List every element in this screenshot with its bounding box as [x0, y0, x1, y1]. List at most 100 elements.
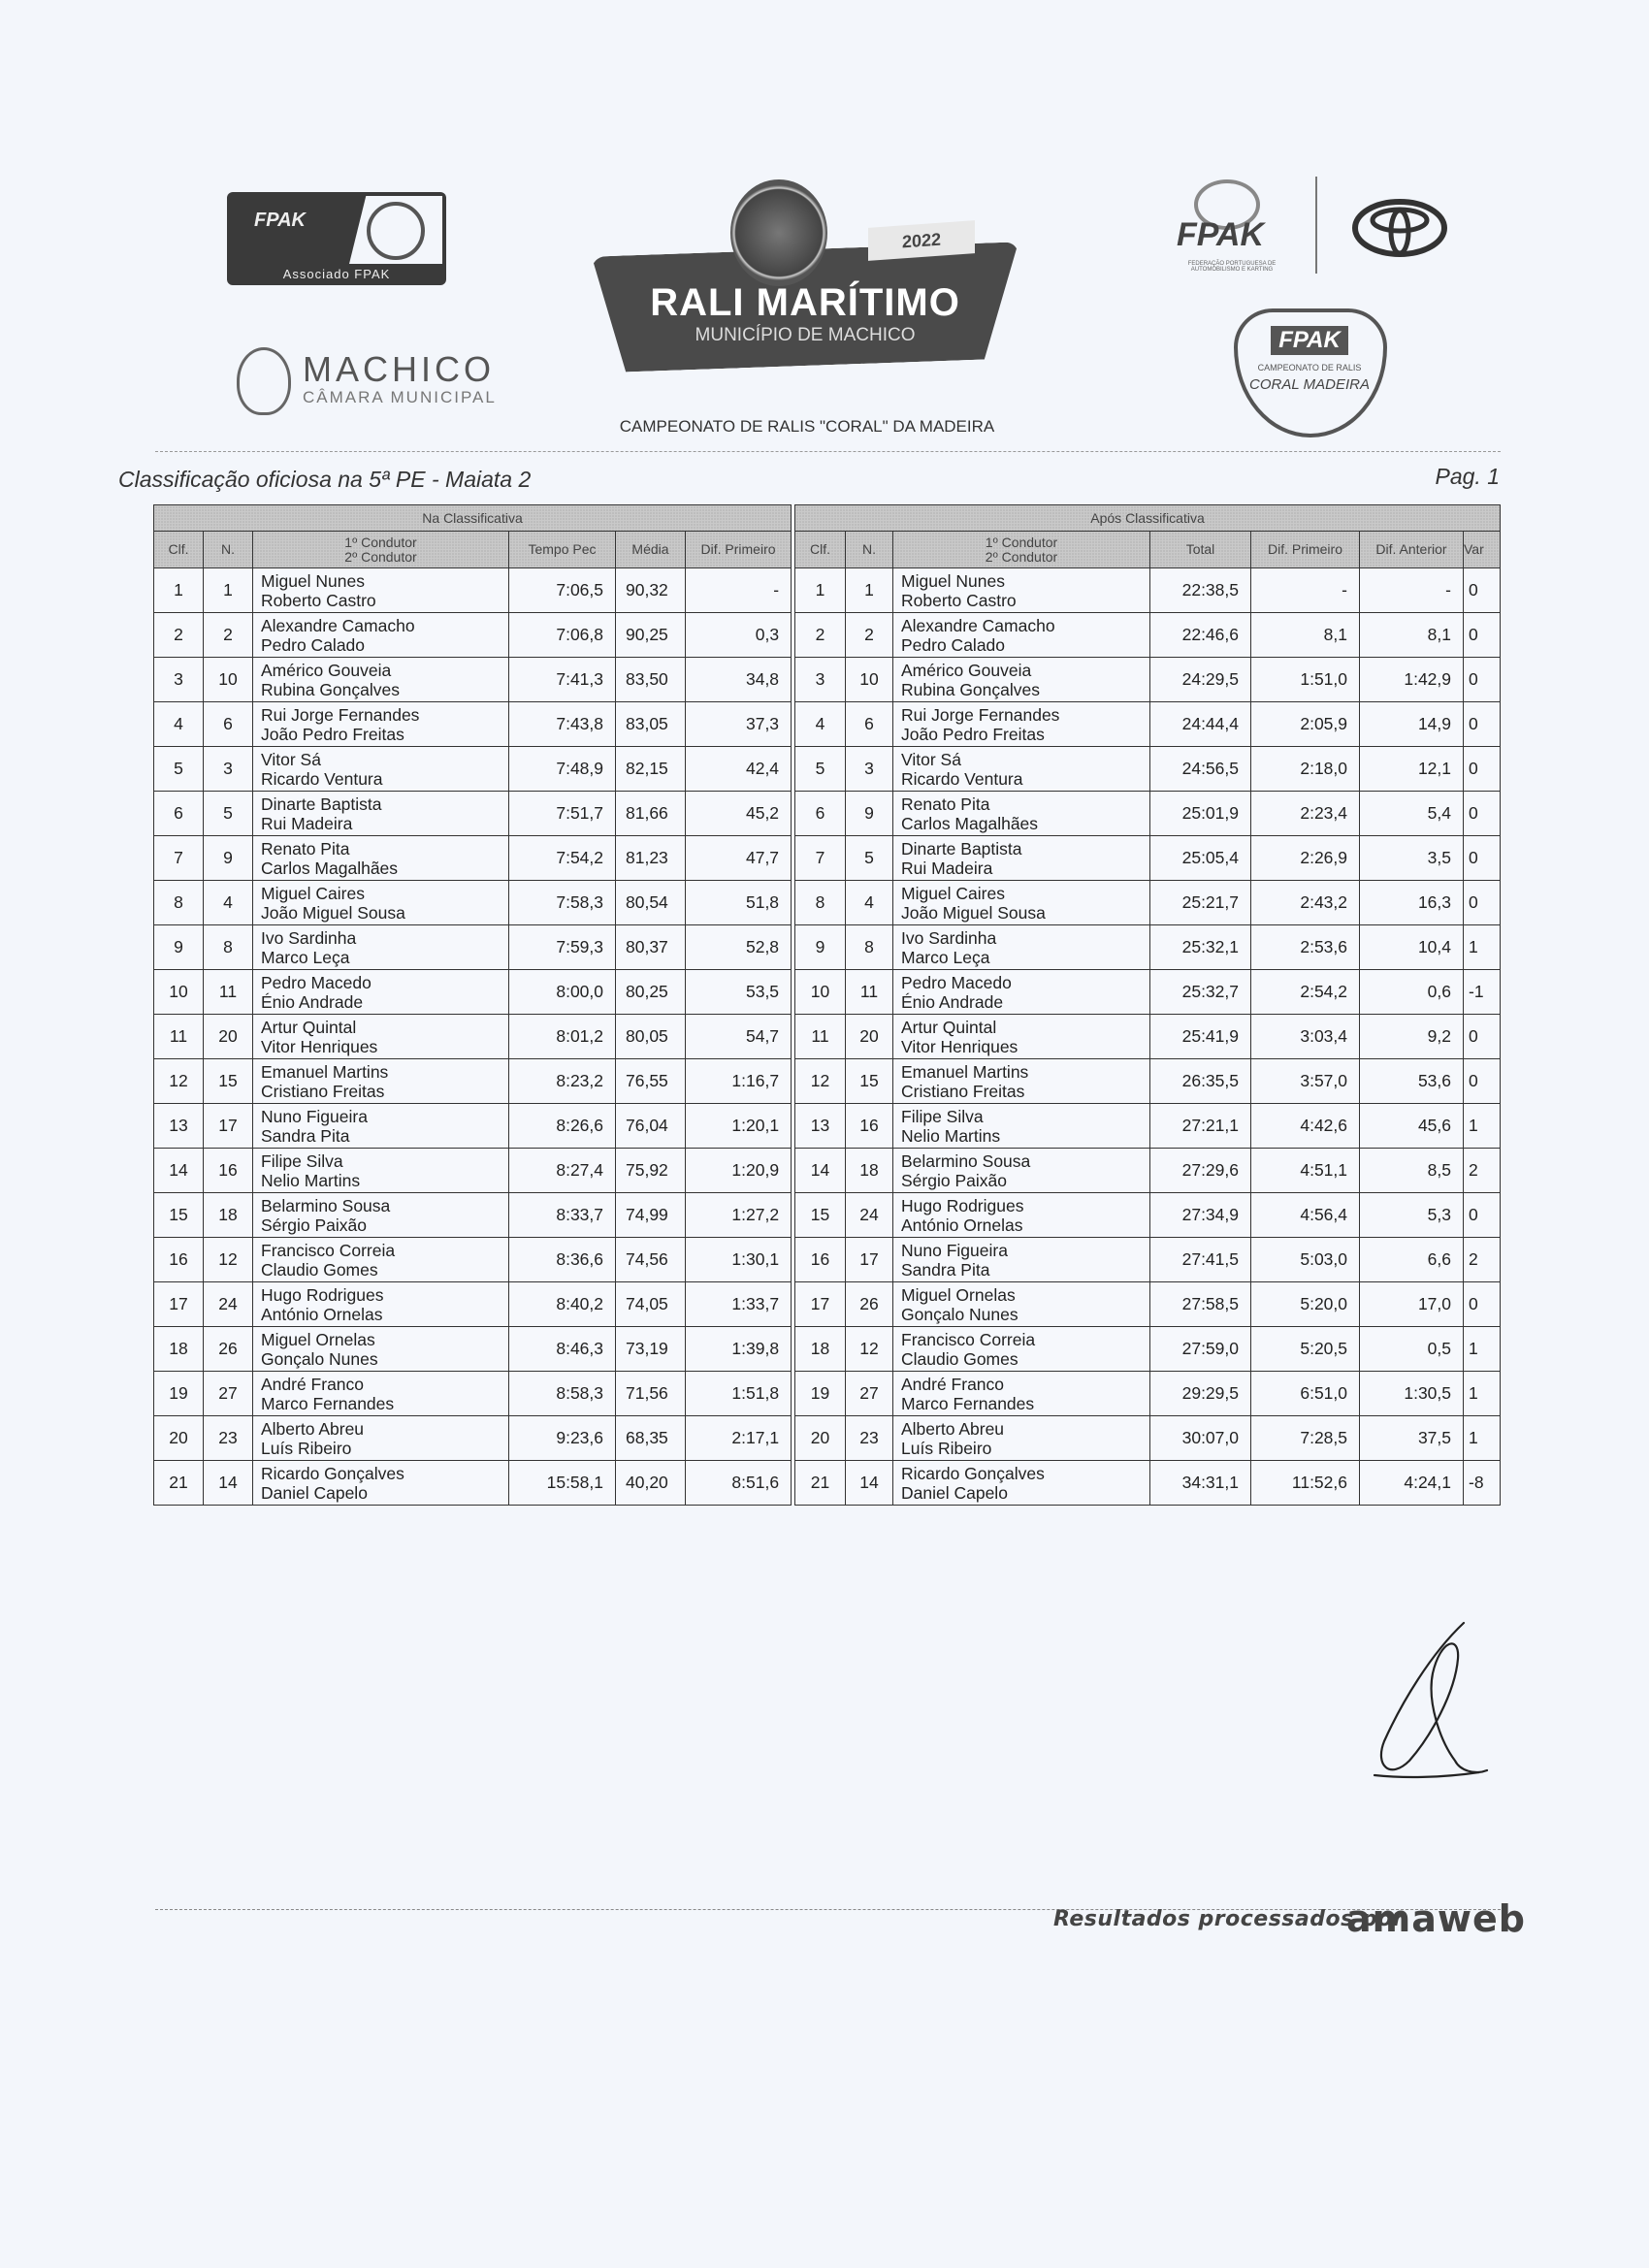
average-speed-cell: 76,55 — [615, 1058, 686, 1104]
total-time-cell: 27:21,1 — [1149, 1103, 1251, 1149]
table-row: 17 26 Miguel Ornelas Gonçalo Nunes 27:58,5 5:… — [794, 1281, 1502, 1327]
total-time-cell: 24:29,5 — [1149, 657, 1251, 702]
crew-cell: Miguel Caires João Miguel Sousa — [892, 880, 1150, 925]
car-number-cell: 9 — [845, 791, 893, 836]
gap-to-first-cell: 6:51,0 — [1250, 1371, 1360, 1416]
crew-cell: Alberto Abreu Luís Ribeiro — [252, 1415, 509, 1461]
co-driver-name: António Ornelas — [901, 1215, 1023, 1235]
table-row: 16 17 Nuno Figueira Sandra Pita 27:41,5 5:03,… — [794, 1237, 1502, 1282]
co-driver-name: Daniel Capelo — [901, 1482, 1008, 1503]
position-cell: 17 — [153, 1281, 204, 1327]
gap-to-first-cell: 8,1 — [1250, 612, 1360, 658]
crew-cell: Pedro Macedo Énio Andrade — [892, 969, 1150, 1015]
average-speed-cell: 80,54 — [615, 880, 686, 925]
gap-to-previous-cell: 8,1 — [1359, 612, 1464, 658]
co-driver-name: Sandra Pita — [261, 1125, 350, 1146]
position-cell: 7 — [794, 835, 846, 881]
total-time-cell: 22:38,5 — [1149, 567, 1251, 613]
car-number-cell: 16 — [845, 1103, 893, 1149]
position-cell: 3 — [153, 657, 204, 702]
driver-name: Ricardo Gonçalves — [261, 1463, 404, 1483]
table-row: 21 14 Ricardo Gonçalves Daniel Capelo 34:31,… — [794, 1460, 1502, 1506]
table-row: 6 9 Renato Pita Carlos Magalhães 25:01,9 2:23… — [794, 791, 1502, 836]
co-driver-name: Marco Fernandes — [261, 1393, 395, 1413]
driver-name: Artur Quintal — [901, 1017, 997, 1037]
position-change-cell: 0 — [1462, 746, 1502, 792]
driver-name: Renato Pita — [261, 838, 350, 859]
gap-to-first-cell: 2:18,0 — [1250, 746, 1360, 792]
position-cell: 9 — [794, 924, 846, 970]
co-driver-name: António Ornelas — [261, 1304, 383, 1324]
driver-name: Dinarte Baptista — [261, 794, 382, 814]
gap-to-previous-cell: 0,5 — [1359, 1326, 1464, 1372]
stage-time-cell: 8:01,2 — [508, 1014, 616, 1059]
car-number-cell: 17 — [845, 1237, 893, 1282]
table-row: 12 15 Emanuel Martins Cristiano Freitas 26:3… — [794, 1058, 1502, 1104]
gap-to-first-cell: 47,7 — [684, 835, 792, 881]
group-header: Na Classificativa — [152, 504, 792, 532]
gap-to-first-cell: 3:03,4 — [1250, 1014, 1360, 1059]
position-cell: 8 — [794, 880, 846, 925]
gap-to-first-cell: 54,7 — [684, 1014, 792, 1059]
gap-to-first-cell: 1:30,1 — [684, 1237, 792, 1282]
stage-classification-table: Na Classificativa Clf. N. 1º Condutor 2º C… — [152, 504, 792, 1506]
gap-to-first-cell: 1:27,2 — [684, 1192, 792, 1238]
table-row: 7 9 Renato Pita Carlos Magalhães 7:54,2 81,23… — [153, 835, 792, 881]
column-header: 1º Condutor 2º Condutor — [252, 531, 509, 568]
position-change-cell: 0 — [1462, 880, 1502, 925]
co-driver-name: Rubina Gonçalves — [901, 679, 1040, 699]
car-number-cell: 14 — [203, 1460, 253, 1506]
gap-to-first-cell: 37,3 — [684, 701, 792, 747]
co-driver-name: Pedro Calado — [901, 634, 1006, 655]
associado-fpak-logo: FPAK Associado FPAK — [227, 192, 446, 285]
column-header: Total — [1149, 531, 1251, 568]
crew-cell: Miguel Nunes Roberto Castro — [252, 567, 509, 613]
rali-emblem-icon — [730, 179, 827, 286]
position-change-cell: 1 — [1462, 924, 1502, 970]
driver-name: Hugo Rodrigues — [261, 1284, 384, 1305]
car-number-cell: 17 — [203, 1103, 253, 1149]
driver-name: Américo Gouveia — [901, 660, 1032, 680]
crew-cell: Américo Gouveia Rubina Gonçalves — [252, 657, 509, 702]
car-number-cell: 8 — [203, 924, 253, 970]
car-number-cell: 6 — [203, 701, 253, 747]
position-change-cell: -1 — [1462, 969, 1502, 1015]
car-number-cell: 23 — [845, 1415, 893, 1461]
associado-fpak-caption: Associado FPAK — [282, 267, 391, 281]
co-driver-name: Roberto Castro — [901, 590, 1017, 610]
total-time-cell: 29:29,5 — [1149, 1371, 1251, 1416]
table-row: 6 5 Dinarte Baptista Rui Madeira 7:51,7 81,66… — [153, 791, 792, 836]
average-speed-cell: 81,66 — [615, 791, 686, 836]
gap-to-first-cell: 8:51,6 — [684, 1460, 792, 1506]
position-cell: 4 — [153, 701, 204, 747]
crew-cell: Dinarte Baptista Rui Madeira — [892, 835, 1150, 881]
co-driver-name: Marco Fernandes — [901, 1393, 1035, 1413]
gap-to-previous-cell: - — [1359, 567, 1464, 613]
stage-time-cell: 8:58,3 — [508, 1371, 616, 1416]
crew-cell: Hugo Rodrigues António Ornelas — [892, 1192, 1150, 1238]
position-change-cell: -8 — [1462, 1460, 1502, 1506]
processed-by-text: Resultados processados por — [1053, 1907, 1405, 1931]
gap-to-first-cell: 5:20,0 — [1250, 1281, 1360, 1327]
stage-time-cell: 7:54,2 — [508, 835, 616, 881]
co-driver-name: Cristiano Freitas — [901, 1081, 1025, 1101]
stage-time-cell: 7:59,3 — [508, 924, 616, 970]
crew-cell: Emanuel Martins Cristiano Freitas — [252, 1058, 509, 1104]
fpak-logo-text: FPAK — [254, 210, 306, 231]
gap-to-first-cell: 51,8 — [684, 880, 792, 925]
rali-maritimo-logo: 2022 RALI MARÍTIMO MUNICÍPIO DE MACHICO — [587, 179, 1023, 383]
stage-time-cell: 7:06,5 — [508, 567, 616, 613]
table-row: 10 11 Pedro Macedo Énio Andrade 25:32,7 2:54,… — [794, 969, 1502, 1015]
table-row: 19 27 André Franco Marco Fernandes 29:29,5 6:… — [794, 1371, 1502, 1416]
table-row: 18 12 Francisco Correia Claudio Gomes 27:59,… — [794, 1326, 1502, 1372]
position-cell: 16 — [153, 1237, 204, 1282]
car-number-cell: 6 — [845, 701, 893, 747]
average-speed-cell: 83,05 — [615, 701, 686, 747]
car-number-cell: 26 — [203, 1326, 253, 1372]
car-number-cell: 3 — [203, 746, 253, 792]
table-row: 4 6 Rui Jorge Fernandes João Pedro Freitas 7… — [153, 701, 792, 747]
total-time-cell: 25:41,9 — [1149, 1014, 1251, 1059]
total-time-cell: 27:41,5 — [1149, 1237, 1251, 1282]
car-number-cell: 12 — [203, 1237, 253, 1282]
column-header: 1º Condutor 2º Condutor — [892, 531, 1150, 568]
